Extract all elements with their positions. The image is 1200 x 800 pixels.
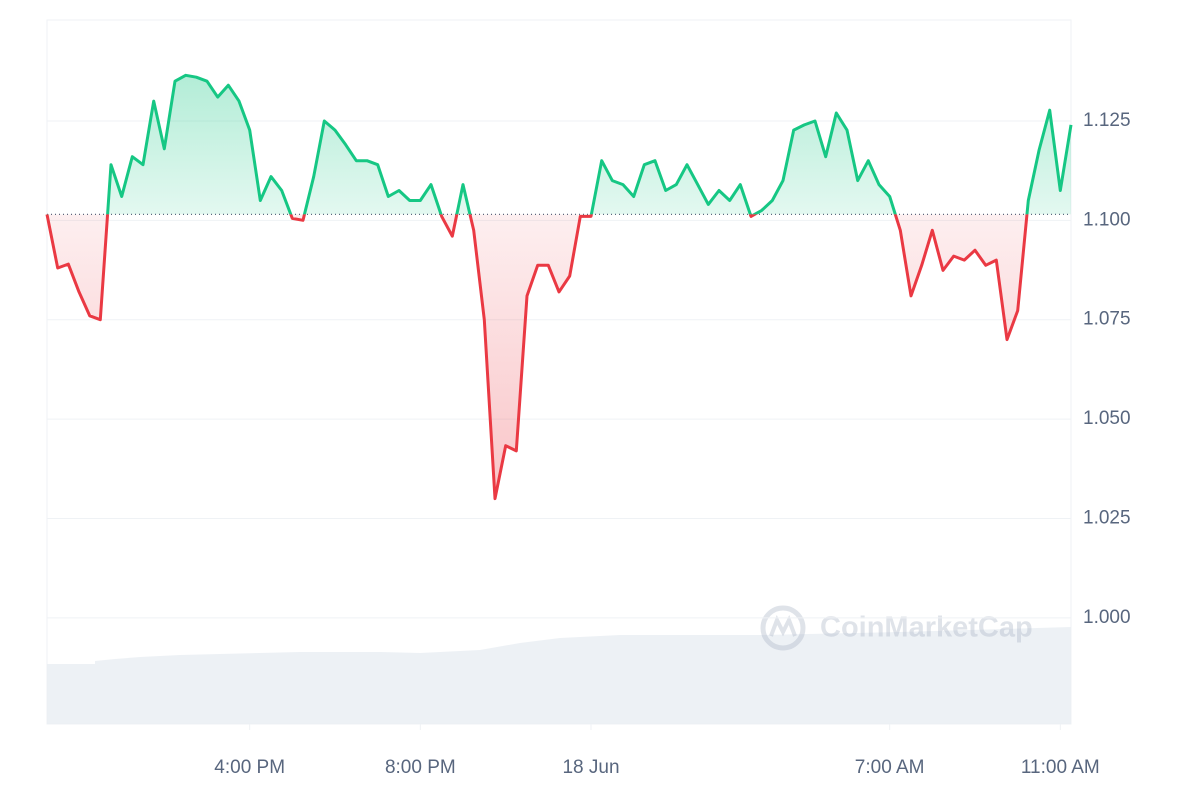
x-tick-label: 18 Jun [562, 757, 619, 778]
area-up [47, 75, 1071, 215]
x-tick-label: 11:00 AM [1021, 757, 1100, 778]
price-line-down [45, 214, 1029, 501]
volume-backdrop [47, 627, 1071, 724]
price-line-up [47, 73, 1073, 215]
watermark-text: CoinMarketCap [820, 612, 1033, 644]
y-tick-label: 1.075 [1083, 309, 1131, 330]
watermark: CoinMarketCap [760, 605, 1033, 651]
x-tick-label: 4:00 PM [214, 757, 285, 778]
y-tick-label: 1.025 [1083, 508, 1131, 529]
y-tick-label: 1.050 [1083, 408, 1131, 429]
y-tick-label: 1.100 [1083, 209, 1131, 230]
x-tick-label: 7:00 AM [855, 757, 925, 778]
y-tick-label: 1.125 [1083, 110, 1131, 131]
x-tick-label: 8:00 PM [385, 757, 456, 778]
y-tick-label: 1.000 [1083, 607, 1131, 628]
